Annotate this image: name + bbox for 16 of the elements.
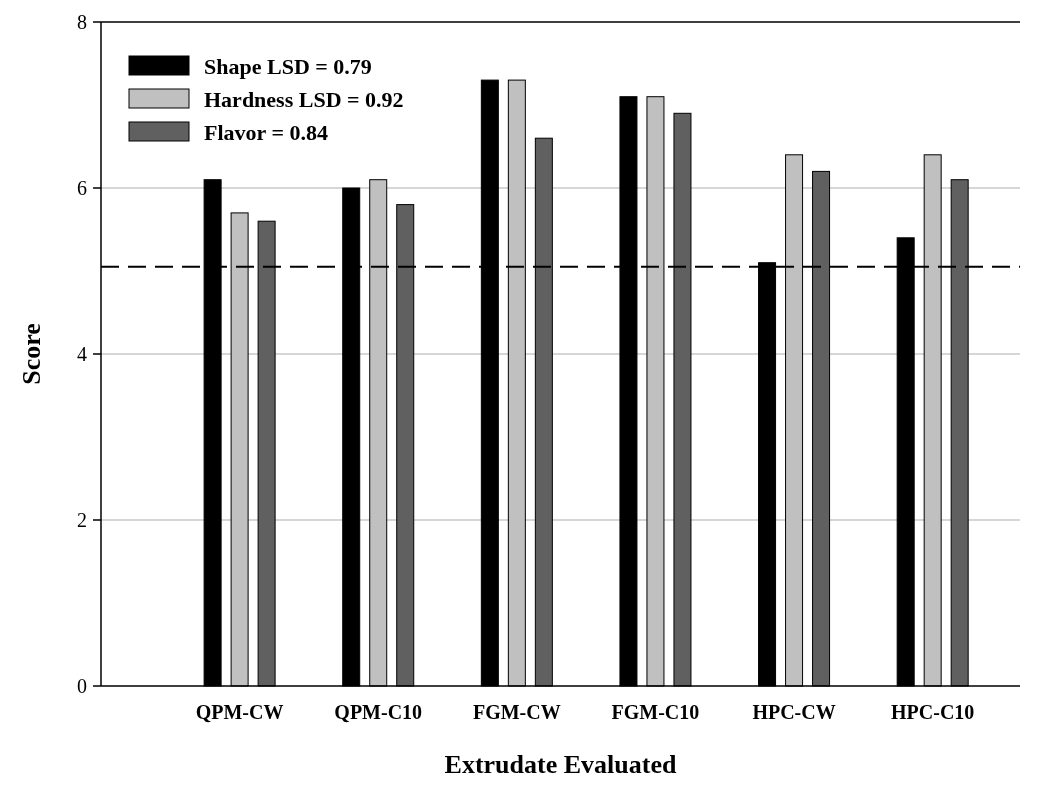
y-tick-label: 8 — [77, 11, 87, 33]
legend-label: Shape LSD = 0.79 — [204, 53, 372, 79]
y-tick-label: 2 — [77, 509, 87, 531]
y-tick-label: 0 — [77, 675, 87, 697]
y-axis-title: Score — [17, 323, 46, 385]
y-tick-label: 6 — [77, 177, 87, 199]
legend-label: Hardness LSD = 0.92 — [204, 86, 404, 112]
x-tick-label: QPM-C10 — [334, 701, 423, 723]
x-tick-label: HPC-C10 — [891, 701, 975, 723]
x-tick-label: HPC-CW — [752, 701, 836, 723]
x-tick-label: FGM-C10 — [611, 701, 700, 723]
x-tick-label: FGM-CW — [472, 701, 561, 723]
y-tick-label: 4 — [77, 343, 87, 365]
legend-label: Flavor = 0.84 — [204, 119, 328, 145]
x-axis-title: Extrudate Evaluated — [444, 750, 677, 779]
x-tick-label: QPM-CW — [195, 701, 284, 723]
